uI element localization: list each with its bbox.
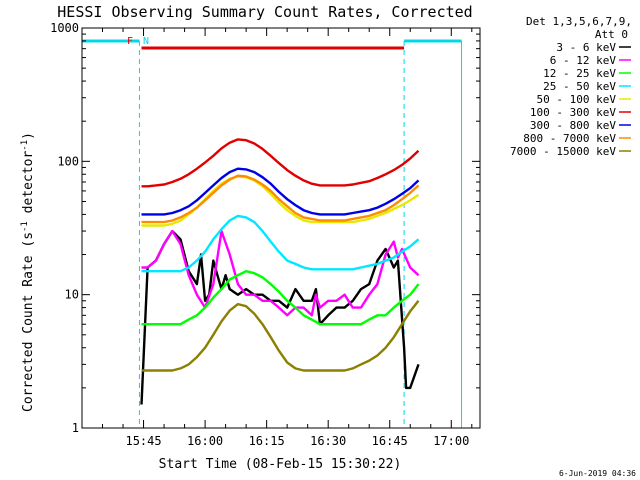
footer-date: 6-Jun-2019 04:36	[559, 469, 636, 478]
x-tick-label: 16:15	[249, 434, 285, 448]
legend-entry-label: 300 - 800 keV	[530, 119, 616, 132]
x-tick-label: 16:45	[372, 434, 408, 448]
series-line	[141, 300, 420, 372]
y-tick-label: 1000	[50, 21, 79, 35]
legend-entry-label: 3 - 6 keV	[556, 41, 616, 54]
legend-header-line-1: Det 1,3,5,6,7,9,	[526, 15, 632, 28]
series-line	[141, 174, 420, 224]
y-axis-label: Corrected Count Rate (s-1 detector-1)	[20, 132, 36, 412]
x-axis-label: Start Time (08-Feb-15 15:30:22)	[159, 457, 402, 472]
legend-entry-label: 50 - 100 keV	[537, 93, 617, 106]
plot-frame	[81, 27, 481, 429]
x-tick-label: 16:00	[187, 434, 223, 448]
series-line	[141, 229, 420, 317]
legend-entry-label: 7000 - 15000 keV	[510, 145, 616, 158]
series-line	[140, 229, 420, 405]
legend-header-line-2: Att 0	[595, 28, 628, 41]
legend-entry-label: 25 - 50 keV	[543, 80, 616, 93]
series-line	[141, 138, 420, 188]
series-line	[141, 270, 420, 326]
legend-entry-label: 100 - 300 keV	[530, 106, 616, 119]
series-lines	[140, 138, 420, 405]
chart-title: HESSI Observing Summary Count Rates, Cor…	[57, 3, 472, 21]
x-tick-label: 16:30	[310, 434, 346, 448]
axis-ticks: 1 10 100 1000 15:45 16:00 16:15 16:30 16:45 17:00	[50, 21, 480, 448]
flag-label: N	[143, 36, 149, 47]
y-tick-label: 100	[57, 154, 79, 168]
legend-entry-label: 12 - 25 keV	[543, 67, 616, 80]
y-tick-label: 10	[65, 288, 79, 302]
legend-entry-label: 6 - 12 keV	[550, 54, 617, 67]
flag-label: F	[127, 36, 133, 47]
legend-entry-label: 800 - 7000 keV	[523, 132, 616, 145]
series-line	[141, 175, 420, 227]
x-tick-label: 15:45	[125, 434, 161, 448]
series-line	[141, 167, 420, 216]
x-tick-label: 17:00	[433, 434, 469, 448]
series-line	[141, 214, 420, 273]
y-tick-label: 1	[72, 421, 79, 435]
